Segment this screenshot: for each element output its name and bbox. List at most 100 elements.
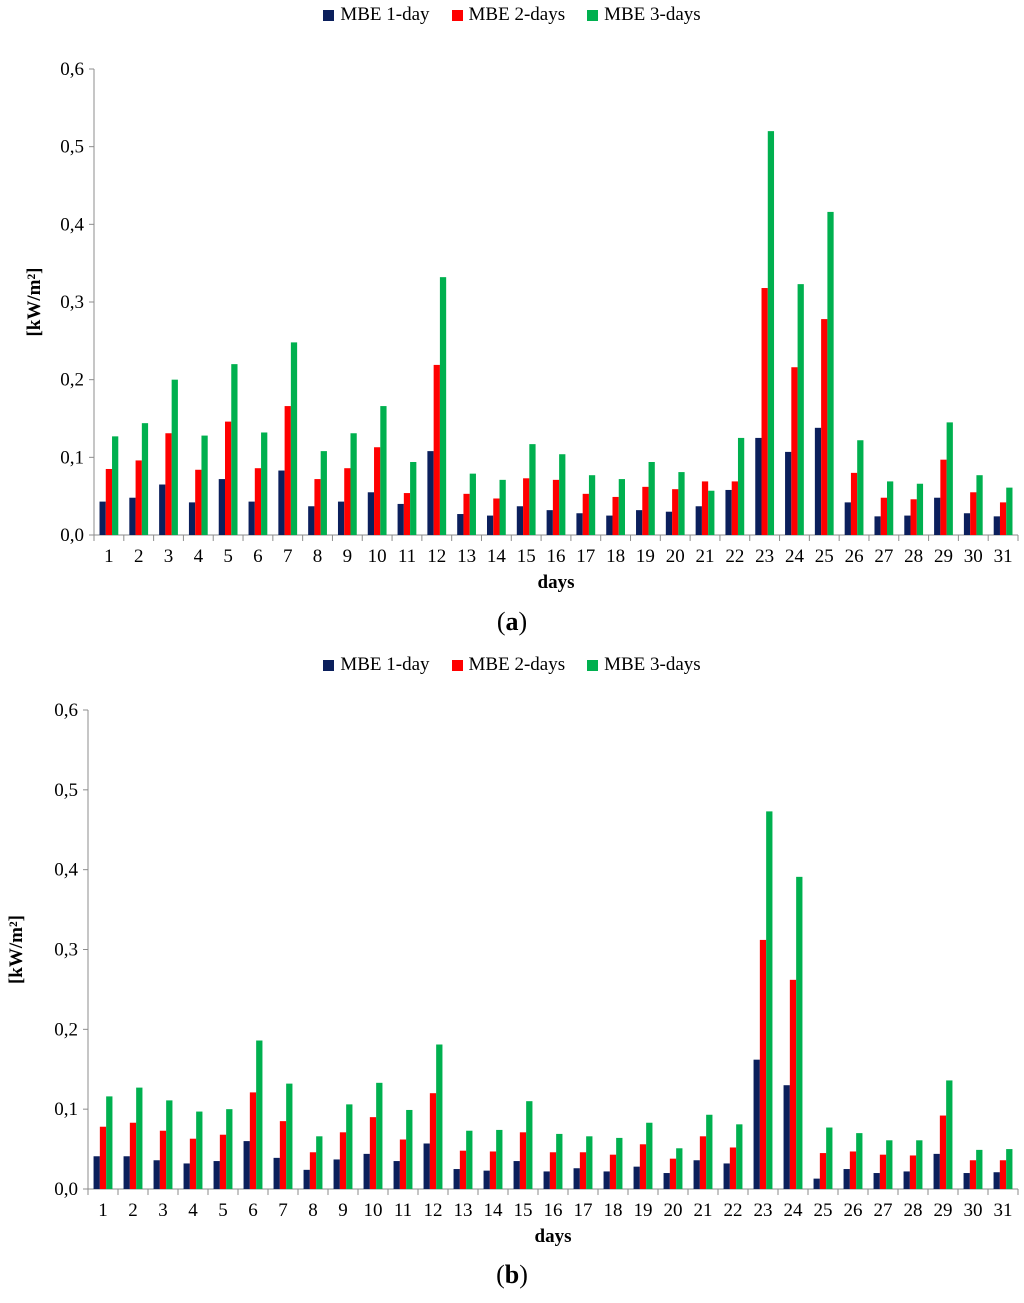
x-tick-label: 14 bbox=[484, 1200, 504, 1221]
bar-mbe1 bbox=[755, 437, 762, 535]
bar-mbe2 bbox=[523, 478, 530, 535]
bar-mbe1 bbox=[486, 515, 494, 535]
x-tick-label: 17 bbox=[574, 1200, 593, 1221]
bar-mbe2 bbox=[429, 1093, 437, 1189]
bar-mbe2 bbox=[579, 1152, 587, 1189]
bar-mbe2 bbox=[819, 1153, 827, 1189]
bar-chart-a: 0,00,10,20,30,40,50,61 2 3 4 5 6 7 8 9 10 11 12 13 14… bbox=[24, 59, 1019, 593]
x-axis-title: days bbox=[538, 572, 575, 593]
bar-mbe1 bbox=[725, 489, 732, 535]
bar-mbe3 bbox=[106, 1096, 113, 1189]
x-tick-label: 4 bbox=[188, 1200, 198, 1221]
bar-mbe1 bbox=[814, 427, 822, 535]
bar-mbe2 bbox=[850, 472, 858, 535]
bar-mbe2 bbox=[789, 979, 797, 1189]
bar-mbe3 bbox=[290, 342, 298, 535]
bar-mbe1 bbox=[393, 1161, 400, 1189]
bar-mbe1 bbox=[813, 1178, 820, 1189]
bar-mbe1 bbox=[695, 506, 702, 535]
bar-mbe1 bbox=[183, 1163, 190, 1189]
bar-mbe2 bbox=[463, 493, 470, 535]
bar-mbe2 bbox=[970, 492, 977, 535]
bar-mbe1 bbox=[337, 501, 345, 535]
y-tick-label: 0,5 bbox=[54, 780, 78, 801]
y-tick-label: 0,3 bbox=[54, 940, 78, 961]
bar-mbe1 bbox=[633, 1166, 640, 1189]
x-tick-label: 6 bbox=[248, 1200, 258, 1221]
bar-mbe3 bbox=[916, 1140, 923, 1189]
bar-mbe1 bbox=[636, 510, 643, 535]
bar-mbe1 bbox=[243, 1141, 250, 1189]
bar-mbe2 bbox=[729, 1147, 737, 1189]
bar-mbe3 bbox=[618, 479, 626, 535]
x-axis-title: days bbox=[535, 1226, 572, 1247]
x-tick-label: 9 bbox=[343, 546, 353, 567]
legend-label: MBE 3-days bbox=[604, 4, 701, 25]
bar-mbe3 bbox=[231, 364, 238, 535]
legend-item-mbe-2-days: MBE 2-days bbox=[451, 654, 565, 676]
bar-mbe1 bbox=[218, 479, 225, 535]
bar-mbe3 bbox=[466, 1130, 473, 1189]
bar-mbe3 bbox=[436, 1044, 443, 1189]
bar-mbe2 bbox=[279, 1121, 287, 1189]
bar-mbe3 bbox=[796, 876, 803, 1189]
bar-mbe3 bbox=[226, 1109, 233, 1189]
x-tick-label: 26 bbox=[844, 1200, 863, 1221]
bar-mbe2 bbox=[249, 1092, 257, 1189]
bar-mbe2 bbox=[399, 1139, 407, 1189]
x-tick-label: 19 bbox=[634, 1200, 653, 1221]
bar-mbe3 bbox=[916, 483, 924, 535]
bar-mbe1 bbox=[248, 501, 255, 535]
bar-mbe2 bbox=[493, 498, 500, 535]
bar-mbe1 bbox=[963, 1173, 970, 1189]
x-tick-label: 21 bbox=[696, 546, 715, 567]
bar-mbe2 bbox=[639, 1144, 647, 1189]
bar-mbe1 bbox=[453, 1169, 460, 1189]
bar-mbe1 bbox=[785, 451, 792, 535]
x-tick-label: 27 bbox=[874, 546, 893, 567]
bar-mbe1 bbox=[873, 1173, 880, 1189]
bar-mbe2 bbox=[699, 1136, 707, 1189]
bar-mbe2 bbox=[254, 468, 262, 535]
bar-mbe2 bbox=[309, 1152, 317, 1189]
bar-mbe1 bbox=[123, 1156, 130, 1189]
bar-mbe1 bbox=[427, 451, 434, 535]
y-tick-label: 0,4 bbox=[60, 214, 84, 235]
bar-mbe2 bbox=[403, 493, 411, 535]
x-tick-label: 28 bbox=[904, 1200, 923, 1221]
bar-mbe3 bbox=[286, 1083, 293, 1189]
x-tick-label: 31 bbox=[994, 1200, 1013, 1221]
bar-mbe2 bbox=[909, 1155, 917, 1189]
bar-chart-b: 0,00,10,20,30,40,50,61 2 3 4 5 6 7 8 9 10 11 12 13 14… bbox=[6, 700, 1019, 1247]
x-tick-label: 24 bbox=[785, 546, 805, 567]
bar-mbe1 bbox=[513, 1161, 520, 1189]
x-tick-label: 20 bbox=[666, 546, 685, 567]
x-tick-label: 29 bbox=[934, 1200, 953, 1221]
bar-mbe3 bbox=[256, 1040, 263, 1189]
chart-panel-b: MBE 1-day MBE 2-days MBE 3-days 0,0 0,1 0,… bbox=[0, 650, 1024, 1303]
x-tick-label: 3 bbox=[158, 1200, 168, 1221]
bar-mbe3 bbox=[586, 1136, 593, 1189]
x-tick-label: 26 bbox=[845, 546, 864, 567]
bar-mbe2 bbox=[219, 1134, 227, 1189]
bar-mbe2 bbox=[759, 939, 767, 1189]
x-tick-label: 25 bbox=[815, 546, 834, 567]
bar-mbe3 bbox=[320, 451, 327, 535]
bar-mbe3 bbox=[736, 1124, 743, 1189]
bar-mbe3 bbox=[946, 422, 953, 535]
bar-mbe1 bbox=[397, 503, 404, 535]
bar-mbe2 bbox=[459, 1150, 467, 1189]
bar-mbe2 bbox=[195, 469, 202, 535]
bar-mbe3 bbox=[737, 437, 745, 535]
legend-swatch bbox=[451, 9, 463, 21]
x-tick-label: 4 bbox=[194, 546, 204, 567]
bar-mbe1 bbox=[844, 502, 851, 535]
bar-mbe1 bbox=[367, 492, 375, 535]
legend-swatch bbox=[323, 659, 335, 671]
bar-mbe3 bbox=[316, 1136, 323, 1189]
bar-mbe3 bbox=[559, 454, 566, 535]
legend-swatch bbox=[587, 659, 599, 671]
y-axis-title: [kW/m²] bbox=[24, 267, 45, 336]
bar-mbe1 bbox=[663, 1173, 670, 1189]
bar-mbe1 bbox=[576, 513, 583, 535]
